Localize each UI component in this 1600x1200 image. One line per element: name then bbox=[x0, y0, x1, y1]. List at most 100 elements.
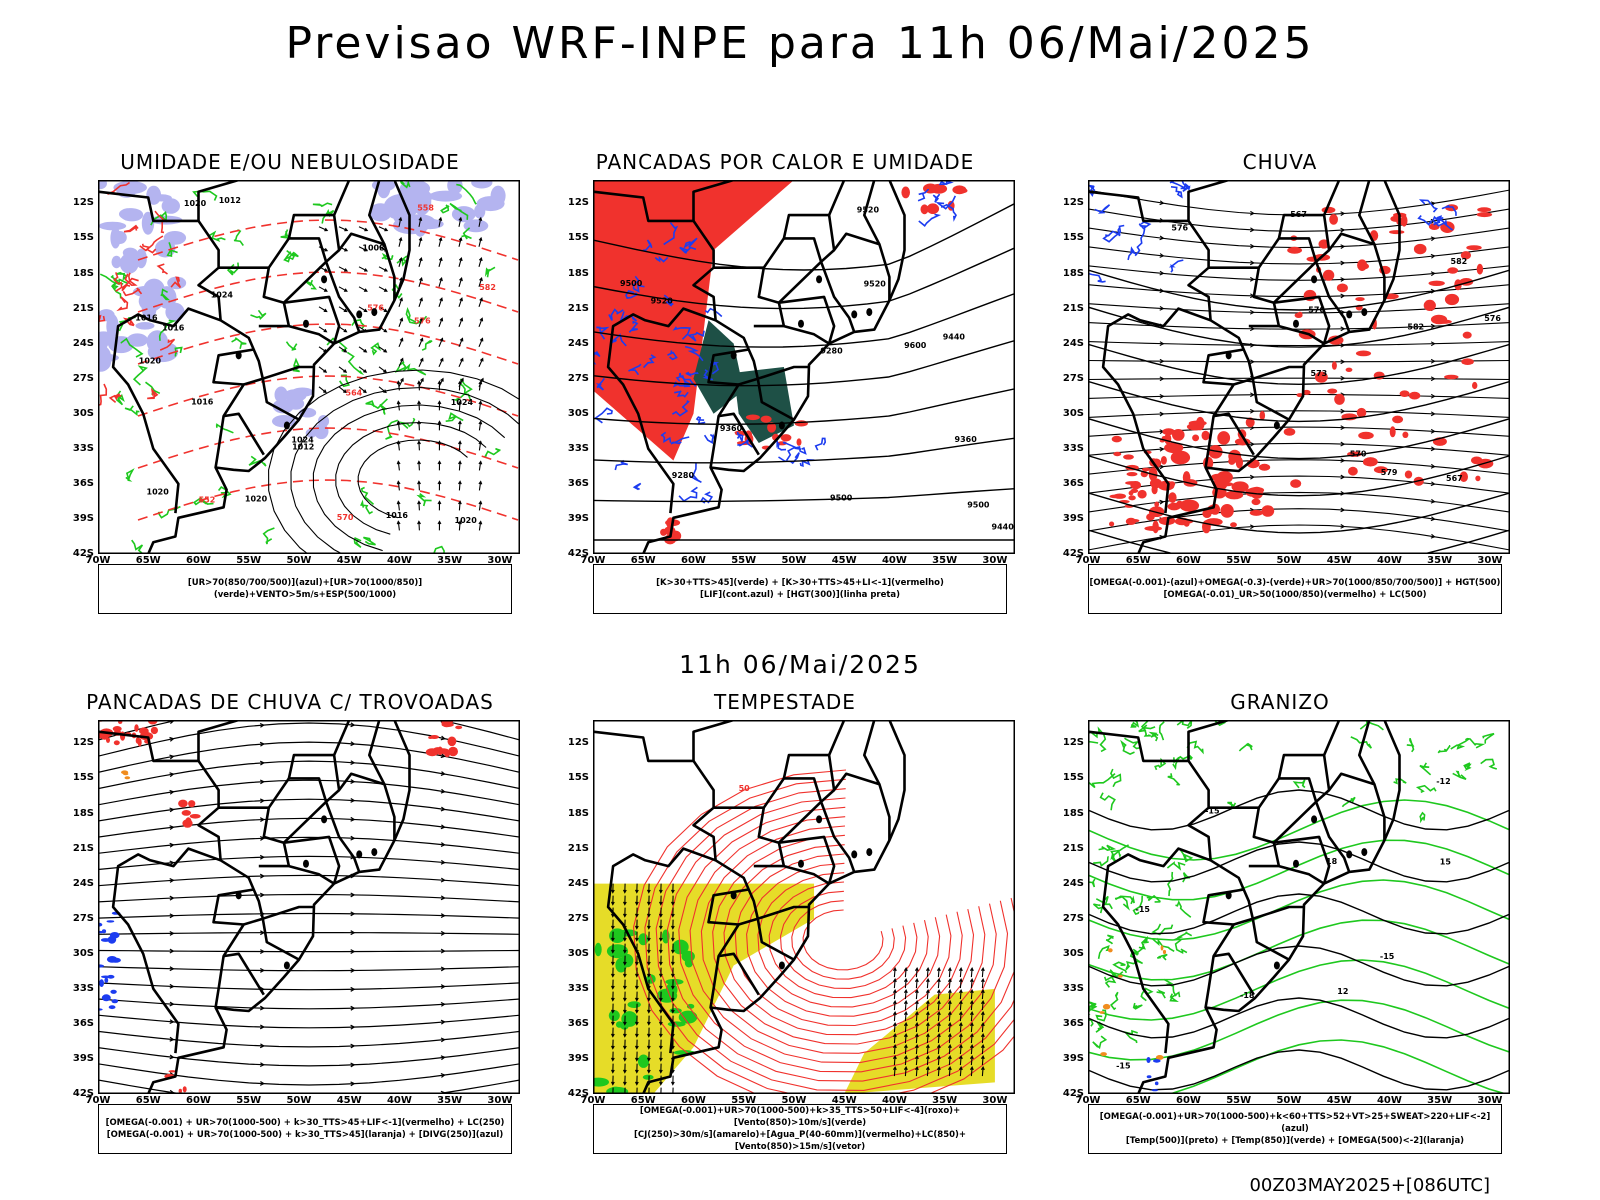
streamline-arrow bbox=[350, 911, 356, 917]
streamline-arrow bbox=[350, 816, 356, 822]
wind-vector bbox=[478, 400, 483, 411]
lat-tick-label: 36S bbox=[1062, 1017, 1084, 1029]
shade-blob bbox=[1475, 475, 1481, 482]
lat-tick-label: 18S bbox=[72, 807, 94, 819]
wind-vector bbox=[396, 440, 401, 451]
wind-vector bbox=[671, 919, 675, 930]
streamline-arrow bbox=[1340, 326, 1346, 332]
wind-vectors-south bbox=[396, 380, 483, 531]
contour-segment bbox=[1167, 871, 1174, 897]
state-border bbox=[757, 807, 786, 867]
contour-segment bbox=[1097, 944, 1110, 959]
streamline-arrow bbox=[169, 825, 175, 830]
wind-vector bbox=[623, 943, 627, 954]
wind-vector bbox=[478, 380, 483, 391]
state-border bbox=[368, 720, 386, 785]
humidity-upper-shading-south bbox=[272, 386, 330, 440]
contour-segment bbox=[1143, 724, 1151, 737]
streamline-arrow bbox=[1430, 358, 1436, 364]
contour-segment bbox=[679, 246, 697, 254]
contour-segment bbox=[685, 371, 699, 378]
shade-blob bbox=[1413, 243, 1427, 255]
contour-segment bbox=[1464, 737, 1486, 749]
forecast-date: 11h 06/Mai/2025 bbox=[679, 650, 921, 679]
wind-vector bbox=[936, 977, 941, 989]
streamline-arrow bbox=[350, 797, 356, 803]
wind-vector bbox=[647, 943, 651, 954]
streamline-arrow bbox=[169, 878, 175, 883]
shade-blob bbox=[151, 194, 172, 202]
lake bbox=[283, 961, 290, 970]
map-panel-4: PANCADAS DE CHUVA C/ TROVOADAS 12S 15S 18S 2… bbox=[60, 690, 520, 1170]
wind-vector bbox=[969, 988, 974, 1000]
panel-title: CHUVA bbox=[1242, 150, 1318, 174]
streamline-arrow bbox=[1430, 533, 1436, 539]
state-border bbox=[1187, 180, 1230, 221]
wind-vector bbox=[914, 1021, 919, 1033]
streamline-arrow bbox=[1159, 270, 1165, 276]
streamline-arrow bbox=[350, 722, 356, 728]
shade-blob bbox=[119, 253, 139, 274]
humidity-upper-shading bbox=[98, 180, 187, 372]
streamline bbox=[98, 855, 520, 871]
streamline-arrow bbox=[169, 772, 175, 778]
state-border bbox=[1322, 180, 1341, 216]
shade-blob bbox=[1328, 335, 1344, 345]
shade-blob bbox=[1477, 207, 1492, 213]
shade-blob bbox=[1261, 505, 1275, 517]
state-border bbox=[98, 730, 265, 1008]
wind-vector bbox=[398, 317, 404, 327]
streamline bbox=[98, 932, 520, 935]
contour-label: 1020 bbox=[455, 516, 478, 525]
contour-line bbox=[791, 900, 895, 980]
streamline-arrow bbox=[350, 1062, 356, 1068]
shade-blob bbox=[109, 932, 120, 939]
shade-blob bbox=[146, 330, 168, 354]
contour-segment bbox=[107, 181, 130, 195]
streamline-arrow bbox=[260, 949, 266, 955]
shade-blob bbox=[99, 979, 104, 987]
wind-vector bbox=[611, 883, 615, 894]
contour-label: 1024 bbox=[211, 291, 234, 300]
coastline bbox=[1137, 180, 1401, 554]
contour-line bbox=[757, 872, 929, 1008]
shade-blob bbox=[1287, 246, 1302, 254]
shade-blob bbox=[796, 438, 802, 446]
contour-line bbox=[593, 247, 1015, 310]
lon-tick-label: 60W bbox=[680, 555, 706, 566]
wind-vector bbox=[969, 1065, 974, 1077]
shade-blob bbox=[106, 314, 119, 338]
streamline-arrow bbox=[1430, 271, 1436, 277]
wind-vector bbox=[958, 1032, 963, 1044]
shade-blob bbox=[437, 746, 443, 756]
shade-blob bbox=[376, 180, 391, 199]
wind-vector bbox=[635, 1003, 639, 1014]
legend-line: [OMEGA(-0.001)-(azul)+OMEGA(-0.3)-(verde… bbox=[1089, 578, 1501, 588]
wind-vector bbox=[892, 1032, 897, 1044]
contour-line bbox=[1088, 799, 1510, 861]
wind-vector bbox=[358, 386, 367, 394]
contour-segment bbox=[593, 350, 601, 366]
wind-vector bbox=[396, 460, 401, 471]
lat-tick-label: 18S bbox=[567, 267, 589, 279]
contour-segment bbox=[360, 486, 375, 505]
lake bbox=[1273, 961, 1280, 970]
streamline-arrow bbox=[440, 1037, 446, 1043]
wind-vector bbox=[647, 907, 651, 918]
contour-line bbox=[593, 388, 1015, 426]
contour-line bbox=[1088, 306, 1510, 348]
streamline-arrow bbox=[1430, 481, 1436, 487]
contour-label: -18 bbox=[1240, 991, 1255, 1000]
contour-line bbox=[593, 437, 1015, 464]
streamline bbox=[98, 1030, 520, 1048]
wind-vector bbox=[611, 967, 615, 978]
lat-tick-label: 36S bbox=[567, 477, 589, 489]
lat-tick-label: 21S bbox=[72, 842, 94, 854]
state-border bbox=[332, 180, 351, 216]
streamline-arrow bbox=[440, 753, 446, 759]
forecast-map: 9500 9500 9520 9500 9520 9440 9440 9360 9280 9280… bbox=[593, 180, 1015, 554]
contour-label: 1024 bbox=[291, 435, 314, 444]
legend-line: [K>30+TTS>45](verde) + [K>30+TTS>45+LI<-… bbox=[656, 578, 944, 588]
contour-segment bbox=[421, 340, 433, 351]
shade-blob bbox=[1128, 490, 1134, 496]
